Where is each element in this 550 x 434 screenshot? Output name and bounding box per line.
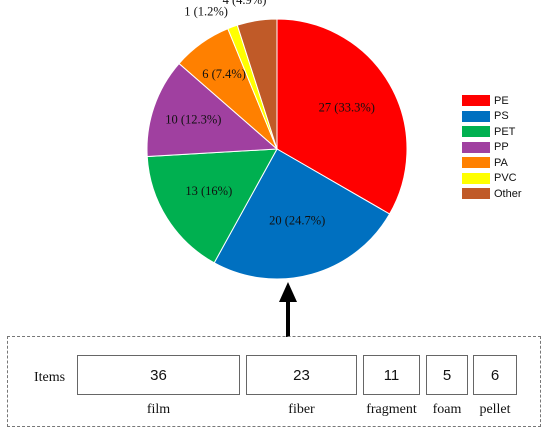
pie-slices (146, 18, 408, 280)
legend-item-ps: PS (462, 109, 522, 125)
data-label-pvc: 1 (1.2%) (184, 4, 228, 18)
legend-label-pp: PP (494, 141, 509, 154)
legend-swatch-pvc (462, 172, 490, 184)
legend-label-ps: PS (494, 110, 509, 123)
legend-label-pvc: PVC (494, 172, 517, 185)
items-label: Items (34, 370, 66, 385)
item-name-fiber: fiber (288, 402, 315, 417)
pie-slice-pe (276, 18, 408, 215)
legend-label-pet: PET (494, 125, 516, 138)
arrow-shaft (286, 300, 290, 337)
legend-item-pet: PET (462, 124, 522, 140)
legend-swatch-pet (462, 126, 490, 138)
data-label-pet: 13 (16%) (185, 184, 232, 198)
item-name-fragment: fragment (366, 402, 417, 417)
pie-slice-other (236, 18, 278, 150)
data-label-other: 4 (4.9%) (223, 0, 267, 7)
legend-swatch-ps (462, 110, 490, 122)
item-name-pellet: pellet (479, 402, 511, 417)
item-name-film: film (146, 402, 171, 417)
data-label-pa: 6 (7.4%) (202, 67, 246, 81)
legend-item-pvc: PVC (462, 171, 522, 187)
data-label-pe: 27 (33.3%) (319, 101, 375, 115)
legend-swatch-pa (462, 157, 490, 169)
pie-slice-ps (213, 148, 391, 280)
data-label-ps: 20 (24.7%) (269, 214, 325, 228)
legend-label-pa: PA (494, 156, 508, 169)
pie-slice-pp (146, 62, 279, 158)
legend-item-pe: PE (462, 93, 522, 109)
legend-label-pe: PE (494, 94, 509, 107)
legend-swatch-other (462, 188, 490, 200)
legend-item-pp: PP (462, 140, 522, 156)
item-count-fiber: 23 (246, 355, 357, 395)
legend-swatch-pp (462, 141, 490, 153)
legend-label-other: Other (494, 187, 522, 200)
data-label-pp: 10 (12.3%) (165, 112, 221, 126)
item-count-foam: 5 (426, 355, 468, 395)
item-count-fragment: 11 (363, 355, 420, 395)
item-count-pellet: 6 (473, 355, 517, 395)
legend-swatch-pe (462, 95, 490, 107)
legend: PE PS PET PP PA PVC Other (462, 93, 522, 202)
items-panel (7, 336, 541, 427)
legend-item-pa: PA (462, 155, 522, 171)
pie-chart: 27 (33.3%) 20 (24.7%) 13 (16%) 10 (12.3%) 6 … (146, 0, 408, 280)
arrow-up-icon (279, 282, 297, 302)
legend-item-other: Other (462, 186, 522, 202)
item-name-foam: foam (432, 402, 462, 417)
pie-labels: 27 (33.3%) 20 (24.7%) 13 (16%) 10 (12.3%) 6 … (165, 0, 375, 228)
pie-slice-pet (146, 148, 278, 264)
item-count-film: 36 (77, 355, 240, 395)
